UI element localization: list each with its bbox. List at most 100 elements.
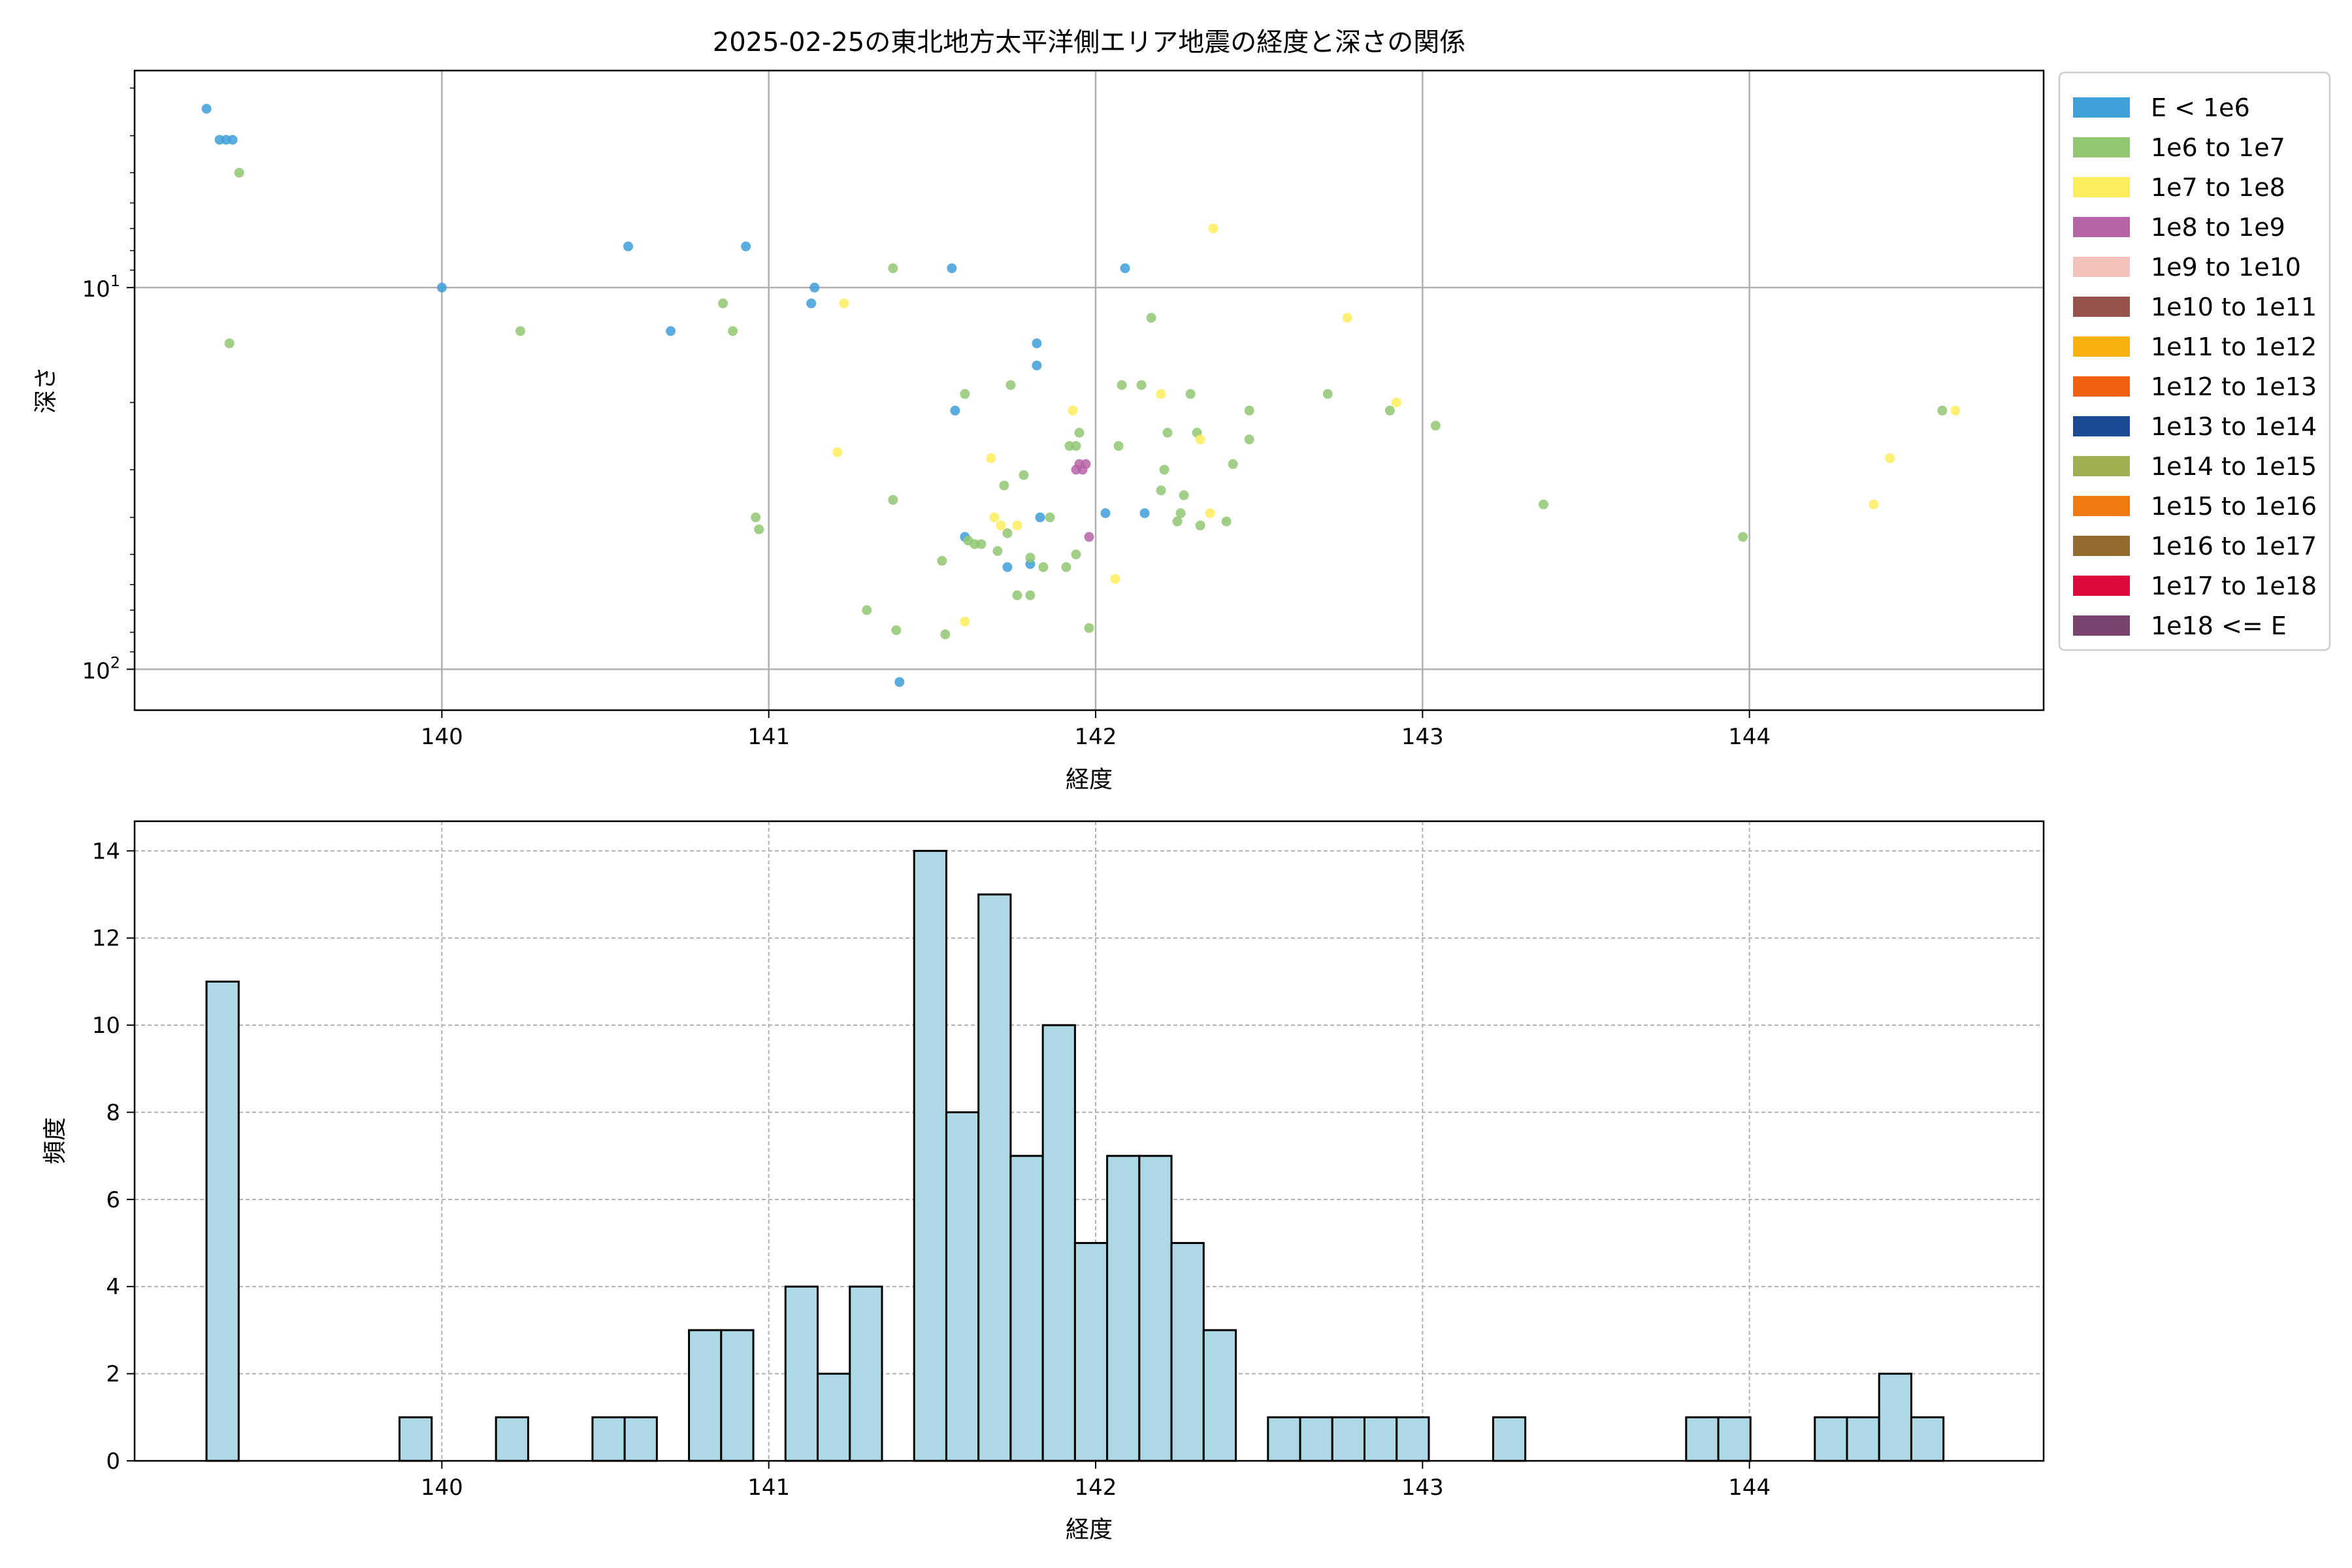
histogram-bar — [1814, 1416, 1848, 1462]
histogram-bar — [1717, 1416, 1752, 1462]
histogram-y-tick-label: 6 — [106, 1187, 120, 1213]
scatter-x-tick-label: 143 — [1401, 724, 1444, 750]
histogram-bar — [1363, 1416, 1398, 1462]
scatter-point — [1113, 441, 1124, 451]
legend-label: 1e12 to 1e13 — [2151, 372, 2317, 401]
histogram-bar — [1878, 1373, 1912, 1462]
histogram-bar — [1299, 1416, 1333, 1462]
legend-swatch — [2073, 177, 2130, 197]
legend-swatch — [2073, 217, 2130, 237]
scatter-point — [1139, 508, 1150, 518]
scatter-point — [1012, 590, 1022, 600]
scatter-point — [201, 103, 212, 114]
scatter-point — [894, 677, 905, 687]
histogram-bar — [1492, 1416, 1527, 1462]
scatter-point — [1110, 574, 1120, 584]
scatter-point — [888, 263, 898, 274]
scatter-point — [666, 326, 676, 336]
histogram-x-tick-label: 144 — [1728, 1475, 1771, 1501]
scatter-point — [1002, 562, 1013, 572]
tick-exponent: 2 — [110, 653, 120, 672]
legend-label: 1e10 to 1e11 — [2151, 293, 2317, 321]
scatter-x-label: 経度 — [1066, 766, 1113, 793]
histogram-bar — [205, 980, 240, 1462]
histogram-x-tick-label: 140 — [421, 1475, 463, 1501]
scatter-point — [1035, 512, 1045, 523]
scatter-frame — [133, 69, 2045, 711]
scatter-point — [891, 625, 902, 636]
legend-swatch — [2073, 336, 2130, 357]
legend-swatch — [2073, 137, 2130, 157]
histogram-bar — [623, 1416, 658, 1462]
legend-entry: 1e18 <= E — [2073, 612, 2287, 640]
histogram-y-tick-label: 8 — [106, 1100, 120, 1126]
scatter-point — [1869, 499, 1879, 510]
legend-label: 1e15 to 1e16 — [2151, 492, 2317, 521]
legend-swatch — [2073, 297, 2130, 317]
scatter-point — [224, 338, 235, 349]
histogram-bar — [720, 1329, 755, 1462]
legend-label: 1e17 to 1e18 — [2151, 572, 2317, 600]
scatter-point — [839, 298, 849, 308]
legend-label: 1e8 to 1e9 — [2151, 213, 2285, 242]
scatter-point — [832, 447, 843, 457]
scatter-point — [1228, 459, 1238, 469]
histogram-y-tick-label: 2 — [106, 1362, 120, 1388]
histogram-panel: 140 141 142 143 144 0 2 4 6 8 10 12 14 経度 頻度 — [42, 820, 2045, 1543]
histogram-bar — [817, 1373, 851, 1462]
legend-label: 1e13 to 1e14 — [2151, 412, 2317, 441]
histogram-bar — [1331, 1416, 1365, 1462]
scatter-points — [201, 103, 1961, 687]
scatter-point — [1156, 485, 1166, 496]
scatter-point — [623, 241, 634, 252]
histogram-bar — [977, 893, 1012, 1462]
legend-label: 1e18 <= E — [2151, 612, 2287, 640]
histogram-frame — [133, 820, 2045, 1462]
scatter-point — [1136, 380, 1147, 390]
scatter-x-tick-label: 141 — [747, 724, 790, 750]
scatter-point — [1156, 389, 1166, 399]
histogram-bar — [1846, 1416, 1880, 1462]
scatter-point — [888, 495, 898, 505]
legend-items: E < 1e6 1e6 to 1e7 1e7 to 1e8 1e8 to 1e9 1e9… — [2073, 93, 2317, 640]
legend-entry: 1e6 to 1e7 — [2073, 133, 2285, 162]
histogram-y-tick-label: 14 — [92, 838, 120, 864]
histogram-x-tick-label: 143 — [1401, 1475, 1444, 1501]
histogram-bar — [1910, 1416, 1945, 1462]
scatter-point — [227, 135, 238, 145]
legend-swatch — [2073, 496, 2130, 516]
histogram-bar — [1138, 1154, 1173, 1462]
scatter-point — [1117, 380, 1127, 390]
scatter-point — [1002, 528, 1013, 538]
histogram-bar — [1396, 1416, 1430, 1462]
scatter-point — [1195, 520, 1205, 531]
scatter-point — [1045, 512, 1055, 523]
scatter-point — [937, 555, 947, 566]
scatter-point — [989, 512, 1000, 523]
histogram-y-tick-label: 0 — [106, 1448, 120, 1475]
scatter-point — [1005, 380, 1016, 390]
legend-swatch — [2073, 257, 2130, 277]
histogram-bar — [1170, 1242, 1205, 1462]
legend-label: 1e14 to 1e15 — [2151, 452, 2317, 481]
legend-swatch — [2073, 376, 2130, 397]
scatter-point — [1159, 465, 1169, 475]
scatter-point — [1162, 427, 1173, 438]
scatter-point — [1208, 223, 1218, 234]
scatter-point — [1081, 459, 1091, 469]
legend-entry: 1e9 to 1e10 — [2073, 253, 2301, 282]
histogram-bar — [1106, 1154, 1141, 1462]
scatter-point — [806, 298, 817, 308]
scatter-point — [1342, 312, 1352, 323]
scatter-point — [1430, 421, 1441, 431]
scatter-point — [862, 605, 872, 615]
legend-entry: 1e17 to 1e18 — [2073, 572, 2317, 600]
scatter-point — [940, 629, 951, 640]
histogram-x-tick-label: 142 — [1075, 1475, 1117, 1501]
histogram-bar — [849, 1285, 883, 1462]
histogram-bar — [913, 849, 947, 1462]
scatter-point — [1025, 590, 1036, 600]
scatter-point — [1071, 441, 1081, 451]
scatter-point — [1100, 508, 1111, 518]
